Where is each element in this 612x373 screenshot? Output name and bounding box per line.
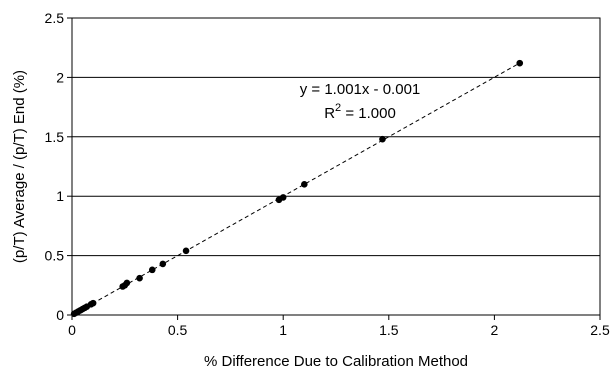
x-tick-label-4: 2 [491, 322, 499, 338]
trendline [73, 62, 520, 315]
x-tick-label-0: 0 [68, 322, 76, 338]
x-tick-label-3: 1.5 [379, 322, 399, 338]
y-axis-label: (p/T) Average / (p/T) End (%) [11, 70, 28, 263]
x-tick-label-2: 1 [279, 322, 287, 338]
data-point-17 [279, 194, 287, 201]
data-point-13 [148, 266, 156, 274]
x-tick-label-1: 0.5 [168, 322, 188, 338]
axes [71, 17, 601, 316]
plot-area-border [71, 17, 601, 316]
trendline-equation: y = 1.001x - 0.001 [300, 81, 421, 98]
y-tick-label-4: 2 [56, 69, 64, 85]
data-point-12 [136, 274, 143, 282]
x-tick-label-5: 2.5 [590, 322, 610, 338]
trendline-group [73, 62, 520, 315]
data-point-18 [301, 181, 308, 188]
x-axis-label: % Difference Due to Calibration Method [204, 353, 468, 370]
y-tick-label-2: 1 [56, 188, 64, 204]
r2-value: = 1.000 [341, 105, 396, 122]
data-point-14 [159, 260, 167, 268]
data-point-11 [123, 279, 131, 287]
y-tick-label-1: 0.5 [45, 248, 65, 264]
r-squared-annotation: R2 = 1.000 [324, 102, 396, 122]
tick-marks [67, 17, 601, 320]
r2-prefix: R [324, 105, 335, 122]
y-tick-label-5: 2.5 [45, 10, 65, 26]
data-point-15 [182, 247, 190, 255]
data-point-8 [89, 299, 97, 307]
horizontal-gridlines [72, 17, 600, 257]
data-point-19 [379, 135, 386, 143]
data-points [70, 59, 524, 318]
y-tick-label-0: 0 [56, 307, 64, 323]
data-point-20 [516, 59, 524, 67]
r2-superscript: 2 [335, 102, 341, 114]
tick-labels: 0 0.5 1 1.5 2 2.5 0 0.5 1 1.5 2 2.5 [45, 10, 610, 338]
y-tick-label-3: 1.5 [45, 129, 65, 145]
